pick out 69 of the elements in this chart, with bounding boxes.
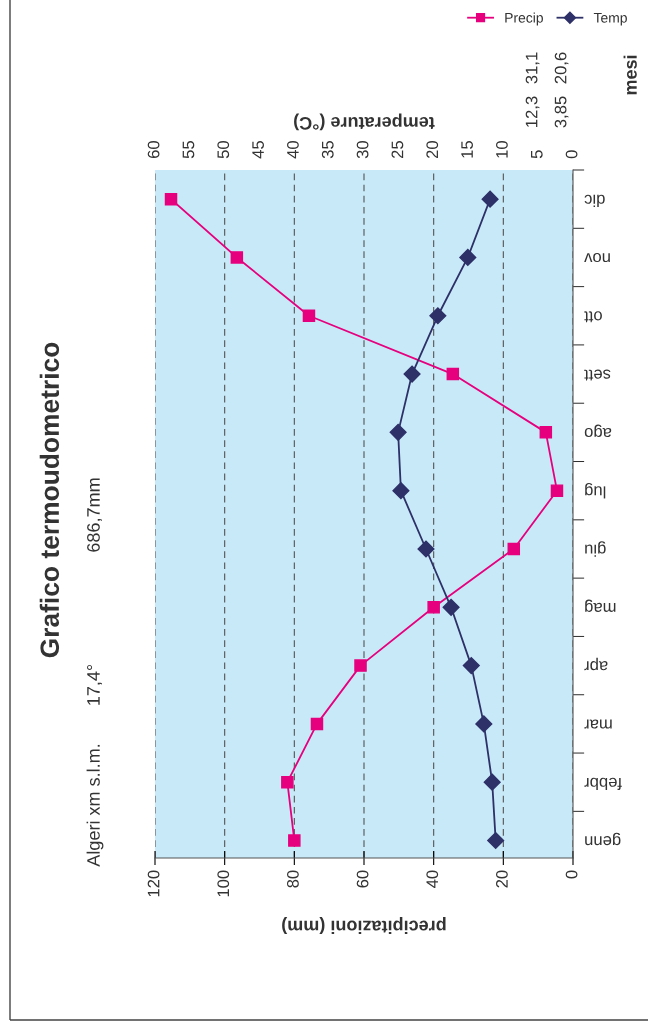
- point: [507, 542, 521, 556]
- text: 20,6: [554, 52, 569, 84]
- x-axis-title: precipitazioni (mm): [282, 917, 446, 934]
- y-tick-label: febbr: [584, 777, 622, 790]
- x2-tick-label: 45: [252, 141, 264, 159]
- point: [475, 715, 493, 733]
- x2-tick-label: 25: [391, 141, 404, 159]
- text: Grafico termoudometrico: [39, 342, 60, 658]
- y-axis-title: mesi: [623, 55, 637, 95]
- x2-tick-label: 0: [565, 150, 578, 159]
- y-tick-label: ago: [584, 424, 612, 438]
- point: [288, 834, 301, 847]
- point: [302, 309, 316, 323]
- y-tick-label: mar: [584, 719, 612, 729]
- point: [389, 423, 407, 441]
- text: Algeri xm s.l.m.: [86, 744, 104, 867]
- point: [539, 426, 553, 439]
- x2-tick-label: 50: [217, 141, 230, 159]
- point: [403, 365, 421, 383]
- y-tick-label: sett: [584, 369, 611, 381]
- point: [459, 248, 477, 267]
- x2-tick-label: 60: [147, 141, 160, 159]
- x-tick-label: 0: [565, 870, 578, 879]
- point: [427, 601, 440, 614]
- x-tick-label: 80: [287, 870, 299, 888]
- point: [429, 307, 447, 325]
- text: 12,3: [525, 96, 540, 127]
- x2-tick-label: 30: [356, 141, 369, 159]
- y-tick-label: giu: [585, 541, 606, 557]
- x-tick-label: 40: [426, 870, 439, 888]
- point: [230, 251, 244, 264]
- text: 3,85: [554, 96, 569, 128]
- x-tick-label: 120: [147, 870, 160, 897]
- x2-tick-label: 5: [531, 150, 543, 159]
- x2-tick-label: 15: [461, 141, 473, 158]
- x-tick-label: 20: [496, 870, 508, 888]
- text: 686,7mm: [87, 478, 102, 552]
- point: [164, 192, 178, 206]
- point: [281, 775, 294, 789]
- y-tick-label: ott: [584, 311, 602, 323]
- y-tick-label: apr: [584, 657, 608, 671]
- point: [550, 484, 564, 497]
- x2-axis-title: temperature (°C): [294, 113, 435, 131]
- x2-tick-label: 20: [426, 141, 439, 159]
- point: [481, 190, 499, 208]
- point: [417, 540, 435, 558]
- point: [462, 657, 480, 675]
- y-tick-label: genn: [585, 832, 621, 846]
- point: [487, 831, 505, 850]
- point: [483, 773, 501, 791]
- y-tick-label: lug: [585, 482, 606, 499]
- x2-tick-label: 40: [287, 141, 299, 159]
- text: 31,1: [525, 52, 540, 84]
- y-tick-label: nov: [584, 252, 610, 263]
- point: [310, 717, 324, 731]
- point: [354, 659, 367, 672]
- y-tick-label: mag: [585, 599, 616, 612]
- legend-label: Temp: [593, 13, 627, 26]
- text: 17,4°: [87, 664, 102, 705]
- x2-tick-label: 10: [496, 141, 508, 158]
- x-tick-label: 100: [217, 870, 230, 897]
- point: [446, 367, 460, 381]
- x2-tick-label: 55: [182, 141, 195, 159]
- point: [392, 482, 410, 500]
- x-tick-label: 60: [356, 870, 369, 888]
- point: [442, 598, 460, 616]
- y-tick-label: dic: [584, 194, 605, 207]
- x2-tick-label: 35: [321, 141, 334, 159]
- legend-label: Precip: [505, 12, 543, 26]
